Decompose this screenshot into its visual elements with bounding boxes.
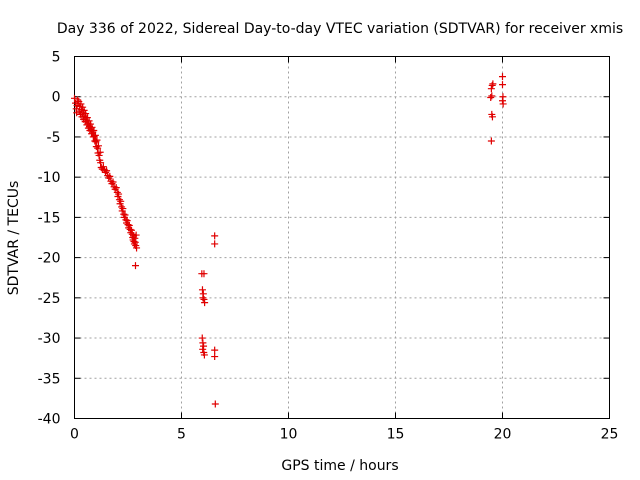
data-point xyxy=(125,221,133,229)
data-point xyxy=(200,295,208,303)
data-point xyxy=(131,262,139,270)
data-point xyxy=(90,132,98,140)
data-point xyxy=(211,232,219,240)
data-point xyxy=(120,210,128,218)
data-point xyxy=(499,100,507,108)
data-point xyxy=(99,163,107,171)
data-point xyxy=(198,286,206,294)
x-tick-label: 0 xyxy=(70,427,79,443)
x-tick-label: 5 xyxy=(177,427,186,443)
data-point xyxy=(127,226,135,234)
y-tick-label: -20 xyxy=(38,251,61,267)
data-point xyxy=(198,334,206,342)
data-point xyxy=(93,136,101,144)
data-point xyxy=(200,351,208,359)
data-point xyxy=(91,131,99,139)
data-point xyxy=(487,94,495,102)
data-point xyxy=(96,148,104,156)
data-point xyxy=(106,172,114,180)
data-point xyxy=(121,211,129,219)
data-point xyxy=(112,184,120,192)
chart-title: Day 336 of 2022, Sidereal Day-to-day VTE… xyxy=(57,21,623,37)
data-point xyxy=(499,81,506,89)
data-point xyxy=(132,231,140,239)
data-point xyxy=(211,400,219,408)
data-point xyxy=(115,196,123,204)
data-point xyxy=(487,85,495,93)
data-point xyxy=(126,225,134,233)
grid xyxy=(74,56,610,419)
data-point xyxy=(118,203,126,211)
y-tick-label: -25 xyxy=(38,291,61,307)
y-tick-label: -30 xyxy=(38,331,61,347)
data-point xyxy=(199,294,207,302)
y-tick-label: 5 xyxy=(52,50,61,66)
x-tick-label: 20 xyxy=(494,427,512,443)
data-point xyxy=(211,346,219,354)
data-point xyxy=(211,240,219,248)
plot-frame xyxy=(74,56,610,419)
data-point xyxy=(133,244,141,252)
x-tick-label: 15 xyxy=(387,427,405,443)
data-point xyxy=(499,97,506,105)
data-point xyxy=(95,151,103,159)
data-point xyxy=(199,339,207,347)
axis-ticks: 0 5 10 15 20 25 5 0 -5 -10 -15 -20 -25 -30 -35 -40 xyxy=(38,50,619,443)
data-point xyxy=(488,113,496,121)
data-point xyxy=(122,216,130,224)
data-point xyxy=(488,81,496,89)
x-tick-label: 25 xyxy=(601,427,619,443)
data-point xyxy=(124,221,132,229)
data-point xyxy=(97,159,105,167)
data-point xyxy=(211,353,219,361)
data-point xyxy=(119,205,127,213)
y-tick-label: 0 xyxy=(52,90,61,106)
data-point xyxy=(117,197,125,205)
y-axis-label: SDTVAR / TECUs xyxy=(6,181,22,296)
data-point xyxy=(77,100,85,108)
data-point xyxy=(489,80,497,88)
y-tick-label: -35 xyxy=(38,371,61,387)
data-point xyxy=(87,120,95,128)
data-point xyxy=(74,96,82,104)
data-point xyxy=(88,123,96,131)
data-point xyxy=(83,114,91,122)
data-point xyxy=(103,167,111,175)
data-point xyxy=(200,270,208,278)
data-point xyxy=(199,345,207,353)
data-point xyxy=(82,110,90,118)
data-point xyxy=(71,94,78,102)
data-point xyxy=(200,342,208,350)
y-tick-label: -5 xyxy=(47,130,61,146)
data-point xyxy=(488,92,496,100)
data-point xyxy=(487,137,495,145)
y-tick-label: -10 xyxy=(38,170,61,186)
data-point xyxy=(123,217,131,225)
data-point xyxy=(201,299,209,307)
y-tick-label: -15 xyxy=(38,210,61,226)
data-point xyxy=(499,73,506,81)
x-tick-label: 10 xyxy=(280,427,298,443)
data-points xyxy=(71,73,507,408)
data-point xyxy=(109,178,117,186)
data-point xyxy=(94,142,102,150)
x-axis-label: GPS time / hours xyxy=(281,458,398,474)
data-point xyxy=(115,190,123,198)
data-point xyxy=(113,188,121,196)
y-tick-label: -40 xyxy=(38,412,61,428)
data-point xyxy=(80,106,88,114)
